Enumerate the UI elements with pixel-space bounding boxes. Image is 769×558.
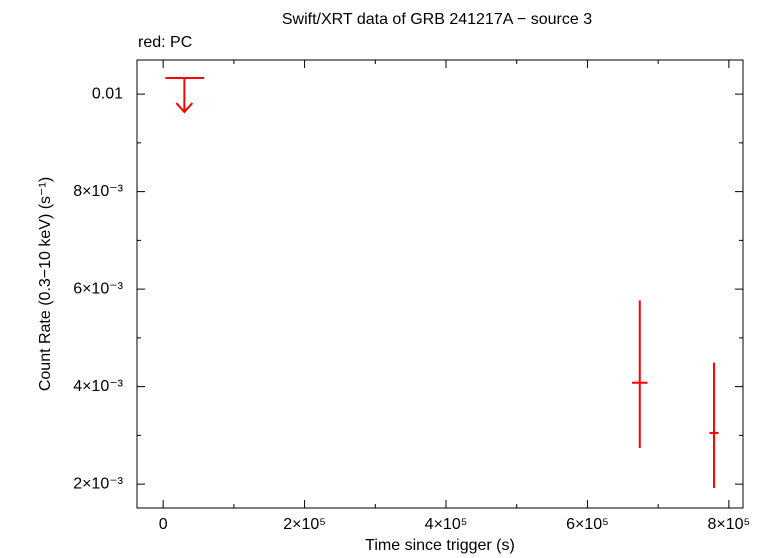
x-tick-label: 8×10⁵	[708, 516, 751, 533]
upper-limit-arrow	[175, 78, 194, 114]
x-axis-label: Time since trigger (s)	[365, 537, 515, 554]
y-tick-label: 2×10⁻³	[73, 475, 123, 492]
x-tick-label: 4×10⁵	[425, 516, 468, 533]
y-tick-label: 0.01	[92, 85, 123, 102]
y-axis-label: Count Rate (0.3−10 keV) (s⁻¹)	[37, 177, 54, 391]
annotation: red: PC	[138, 34, 192, 51]
x-tick-label: 2×10⁵	[283, 516, 326, 533]
y-tick-label: 4×10⁻³	[73, 378, 123, 395]
chart-title: Swift/XRT data of GRB 241217A − source 3	[282, 11, 592, 28]
y-tick-label: 6×10⁻³	[73, 280, 123, 297]
plot-frame	[136, 59, 744, 509]
y-tick-label: 8×10⁻³	[73, 183, 123, 200]
x-tick-label: 0	[159, 516, 168, 533]
x-tick-label: 6×10⁵	[566, 516, 609, 533]
